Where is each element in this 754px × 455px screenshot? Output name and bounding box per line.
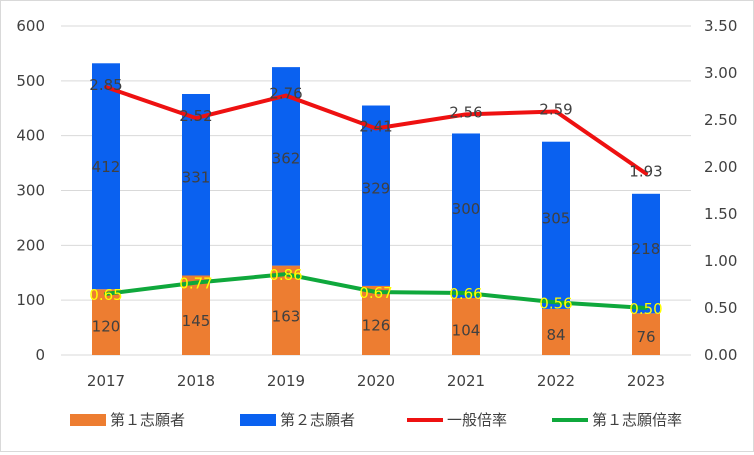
y-left-tick-label: 400 [16, 127, 45, 145]
y-right-tick-label: 0.50 [704, 299, 737, 317]
bar-data-label: 305 [542, 210, 571, 228]
x-tick-label: 2018 [177, 372, 215, 390]
line-data-label: 2.85 [89, 76, 122, 94]
bar-data-label: 163 [272, 308, 301, 326]
y-right-tick-label: 3.00 [704, 64, 737, 82]
x-tick-label: 2023 [627, 372, 665, 390]
x-tick-label: 2019 [267, 372, 305, 390]
bar-data-label: 362 [272, 149, 301, 167]
bar-2 [542, 141, 570, 309]
line-data-label: 0.86 [269, 266, 302, 284]
bar-data-label: 126 [362, 316, 391, 334]
line-data-label: 2.59 [539, 101, 572, 119]
line-data-label: 0.66 [449, 285, 482, 303]
x-tick-label: 2017 [87, 372, 125, 390]
y-left-tick-label: 600 [16, 17, 45, 35]
x-tick-label: 2020 [357, 372, 395, 390]
bar-2 [452, 133, 480, 298]
y-left-tick-label: 500 [16, 72, 45, 90]
line-data-label: 1.93 [629, 163, 662, 181]
bar-1 [182, 275, 210, 355]
y-left-tick-label: 200 [16, 236, 45, 254]
bar-data-label: 145 [182, 312, 211, 330]
y-right-tick-label: 0.00 [704, 346, 737, 364]
bar-data-label: 104 [452, 321, 481, 339]
line-data-label: 2.41 [359, 117, 392, 135]
line-data-label: 0.65 [89, 286, 122, 304]
bar-2 [632, 193, 660, 314]
bar-data-label: 218 [632, 240, 661, 258]
bar-1 [542, 308, 570, 355]
line-data-label: 0.56 [539, 294, 572, 312]
bar-data-label: 84 [546, 326, 565, 344]
y-left-tick-label: 100 [16, 291, 45, 309]
line-data-label: 0.50 [629, 300, 662, 318]
y-right-tick-label: 1.00 [704, 252, 737, 270]
bar-1 [92, 289, 120, 355]
bar-2 [92, 63, 120, 290]
x-tick-label: 2021 [447, 372, 485, 390]
line-data-label: 2.52 [179, 107, 212, 125]
line-data-label: 2.56 [449, 103, 482, 121]
legend-swatch [240, 414, 276, 426]
bar-2 [362, 105, 390, 286]
series-line-1 [104, 85, 648, 176]
line-data-label: 0.77 [179, 275, 212, 293]
y-right-tick-label: 2.50 [704, 111, 737, 129]
legend-label: 第２志願者 [280, 411, 355, 429]
y-right-tick-label: 2.00 [704, 158, 737, 176]
legend-label: 第１志願倍率 [592, 411, 682, 429]
series-line-2 [104, 272, 648, 310]
bar-1 [632, 313, 660, 355]
legend-label: 一般倍率 [447, 411, 507, 429]
bar-data-label: 120 [92, 318, 121, 336]
bar-data-label: 329 [362, 179, 391, 197]
bar-data-label: 412 [92, 158, 121, 176]
bar-2 [182, 93, 210, 276]
bar-1 [362, 285, 390, 355]
bar-data-label: 76 [636, 328, 655, 346]
bar-data-label: 331 [182, 168, 211, 186]
x-tick-label: 2022 [537, 372, 575, 390]
y-right-tick-label: 3.50 [704, 17, 737, 35]
legend-label: 第１志願者 [110, 411, 185, 429]
bar-data-label: 300 [452, 200, 481, 218]
y-left-tick-label: 300 [16, 182, 45, 200]
bar-1 [272, 265, 300, 355]
line-data-label: 0.67 [359, 284, 392, 302]
line-data-label: 2.76 [269, 85, 302, 103]
y-right-tick-label: 1.50 [704, 205, 737, 223]
bar-1 [452, 297, 480, 355]
legend-swatch [70, 414, 106, 426]
y-left-tick-label: 0 [35, 346, 45, 364]
